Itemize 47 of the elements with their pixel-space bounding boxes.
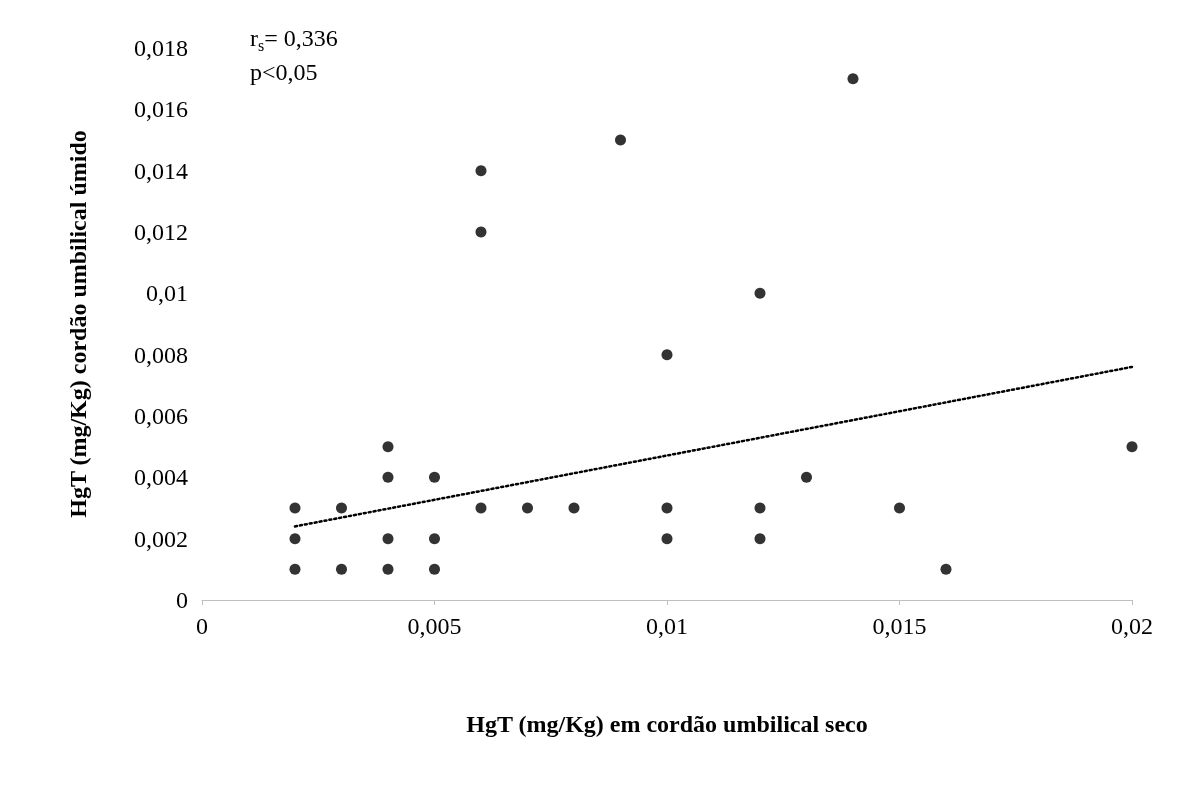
y-axis-title: HgT (mg/Kg) cordão umbilical úmido (65, 130, 91, 518)
y-tick-label: 0,006 (134, 403, 188, 429)
point (289, 563, 301, 575)
point (289, 502, 301, 514)
y-tick-label: 0,008 (134, 341, 188, 368)
point (754, 287, 766, 299)
x-tick-label: 0 (196, 613, 208, 639)
point (475, 165, 487, 177)
point (754, 502, 766, 514)
x-tick-label: 0,02 (1111, 613, 1153, 639)
y-tick-label: 0,002 (134, 525, 188, 552)
x-tick-label: 0,015 (872, 613, 927, 639)
point (475, 502, 487, 514)
point (568, 502, 580, 514)
point (522, 502, 533, 514)
point (382, 563, 394, 575)
y-tick-label: 0,012 (134, 219, 188, 245)
point (847, 73, 859, 85)
point (661, 533, 673, 545)
point (615, 134, 626, 146)
y-tick-label: 0,018 (134, 35, 188, 61)
point (894, 502, 905, 514)
point (336, 563, 347, 575)
point (754, 533, 766, 545)
y-tick-label: 0 (176, 587, 188, 613)
point (336, 502, 347, 514)
point (289, 533, 301, 545)
point (429, 471, 440, 483)
point (661, 349, 673, 361)
point (429, 533, 440, 545)
y-tick-label: 0,004 (134, 464, 188, 491)
point (475, 226, 487, 238)
y-tick-label: 0,01 (146, 280, 188, 307)
point (661, 502, 673, 514)
point (382, 471, 394, 483)
y-tick-label: 0,014 (134, 157, 188, 184)
x-tick-label: 0,005 (407, 613, 462, 639)
point (801, 471, 812, 483)
point (382, 533, 394, 545)
point (1126, 441, 1138, 453)
y-tick-label: 0,016 (134, 96, 188, 123)
x-axis-title: HgT (mg/Kg) em cordão umbilical seco (466, 711, 868, 737)
annotation: p<0,05 (250, 59, 318, 85)
point (429, 563, 440, 575)
point (382, 441, 394, 453)
x-tick-label: 0,01 (646, 613, 688, 639)
point (940, 563, 952, 575)
